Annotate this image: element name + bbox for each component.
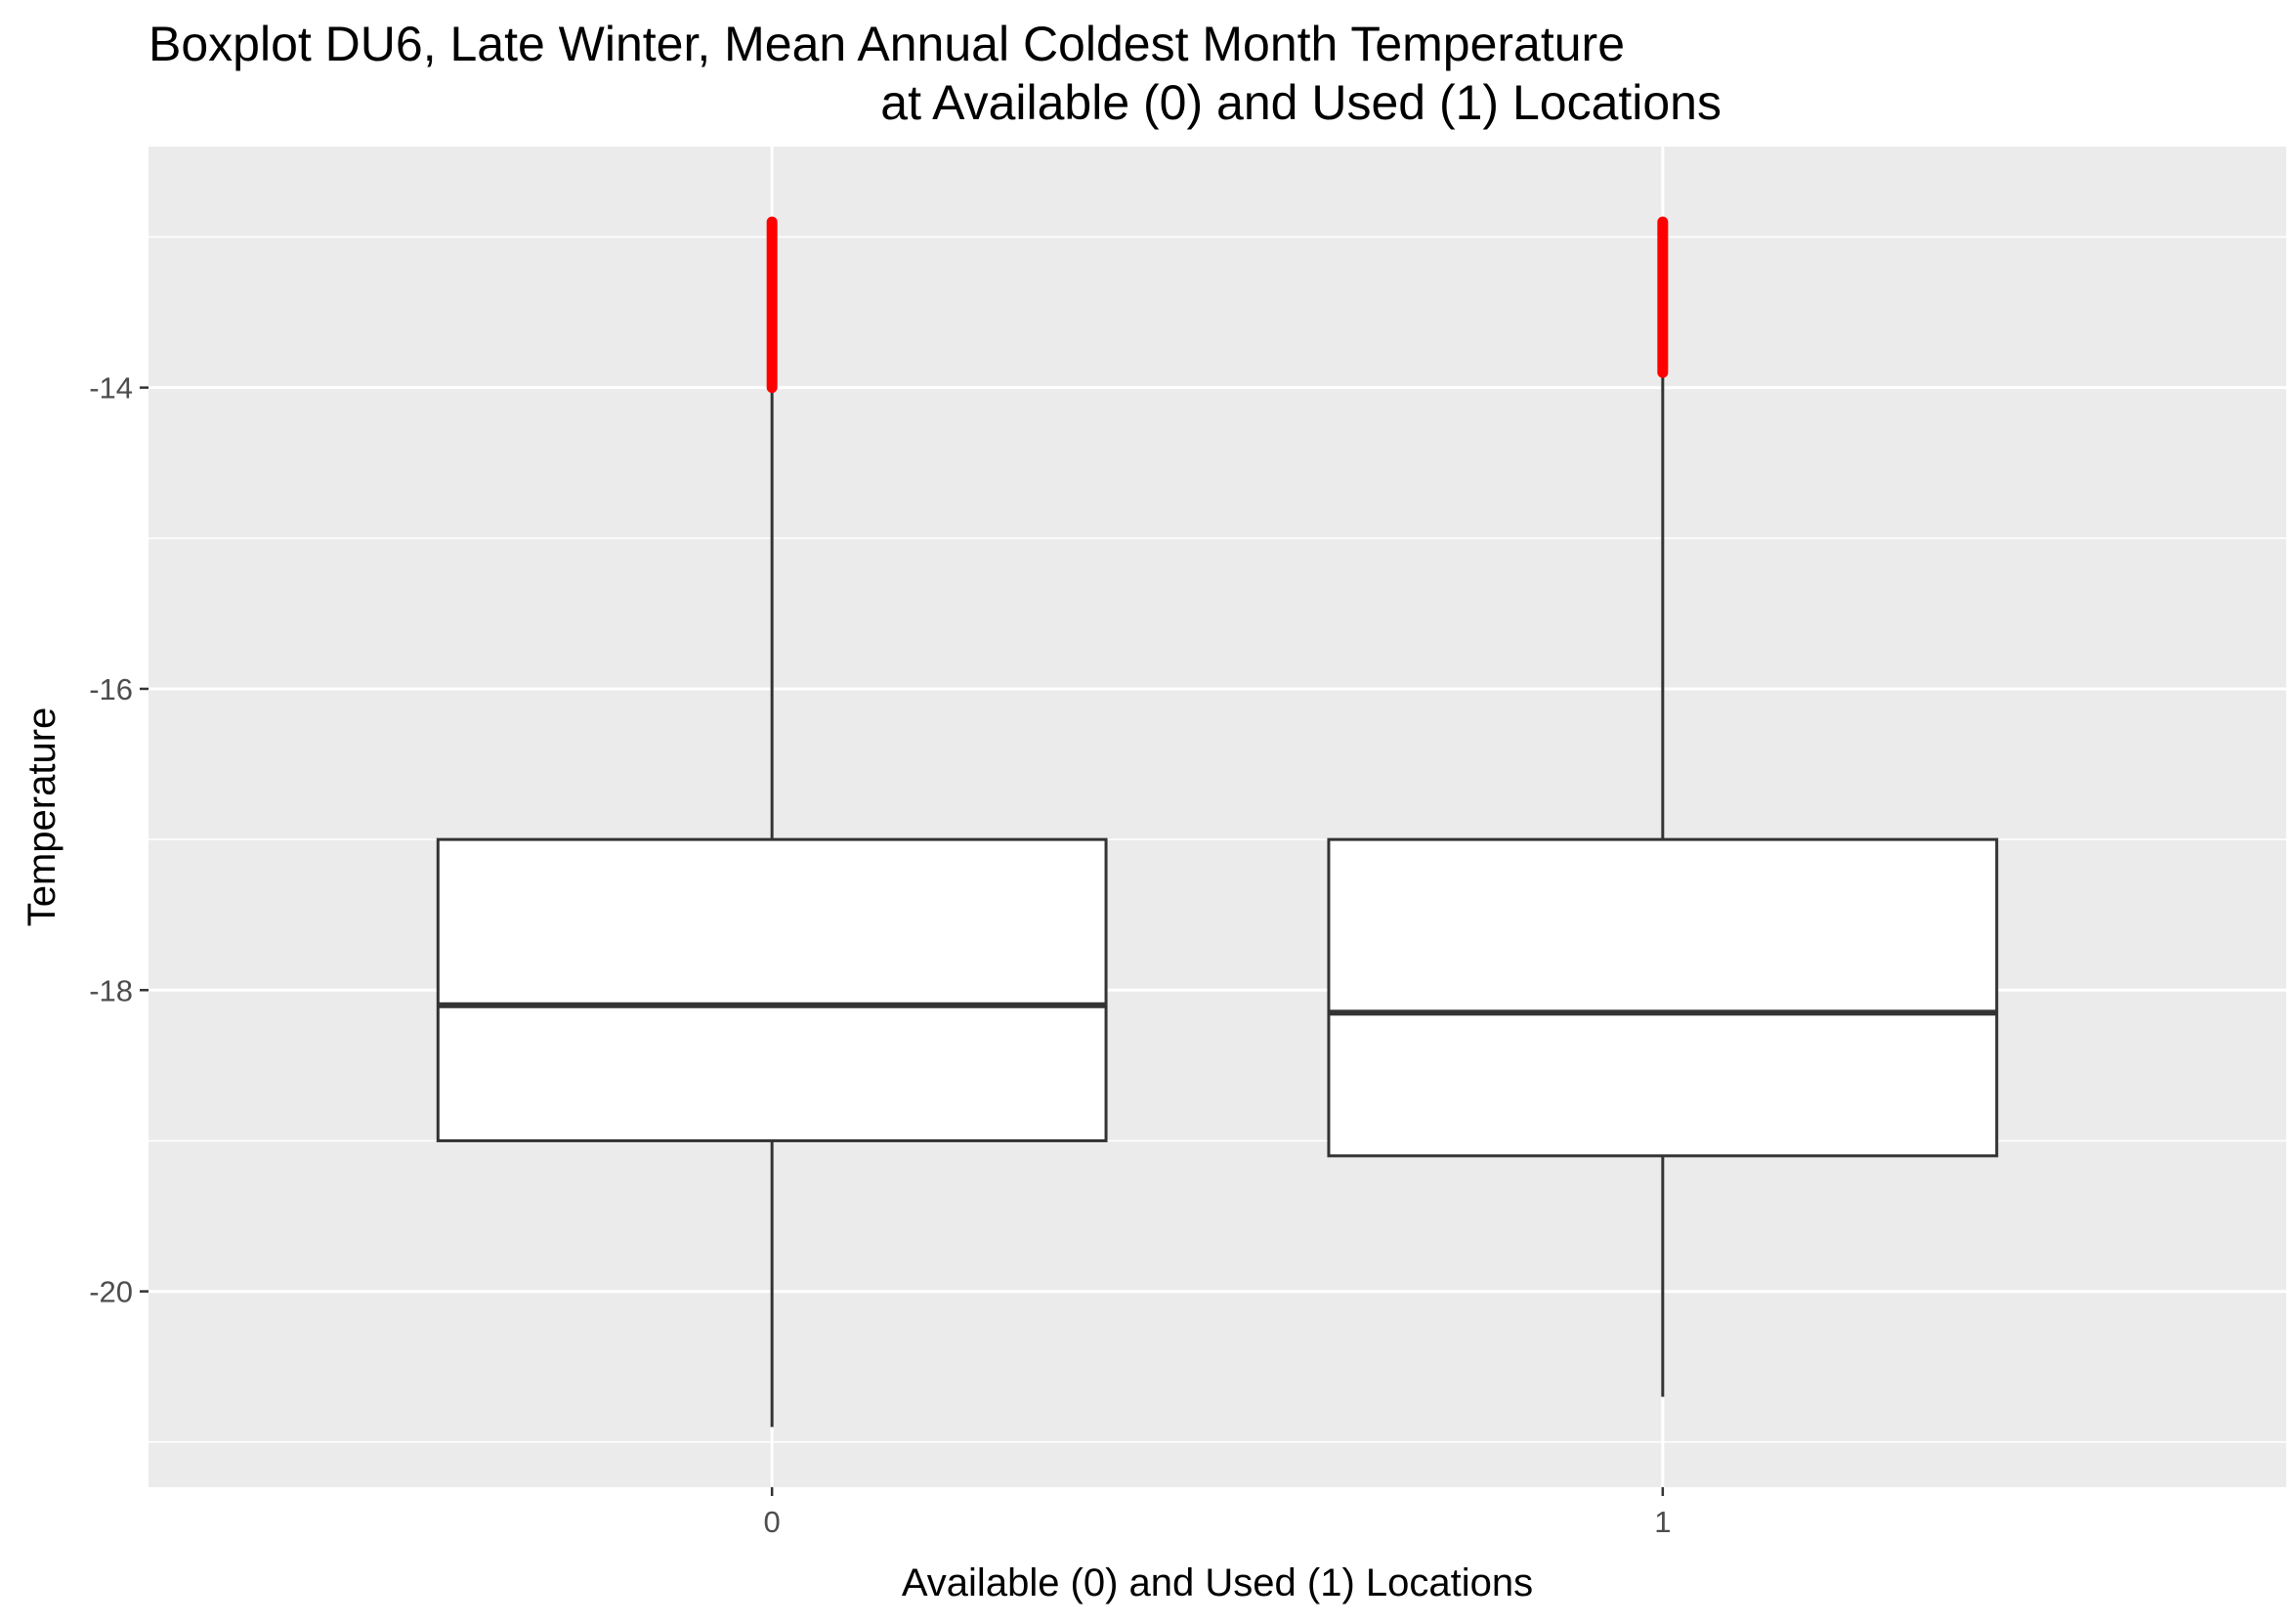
plot-panel [149, 147, 2286, 1487]
iqr-box [436, 837, 1108, 1142]
box-1 [1327, 216, 1999, 1397]
chart-title-line-2: at Available (0) and Used (1) Locations [880, 75, 1722, 130]
chart-title-line-1: Boxplot DU6, Late Winter, Mean Annual Co… [149, 17, 1625, 71]
boxes-layer [436, 216, 1999, 1428]
y-tick-label: -14 [89, 371, 133, 406]
y-axis: -14 -16 -18 -20 [89, 371, 149, 1309]
x-axis-title: Available (0) and Used (1) Locations [902, 1561, 1533, 1604]
x-tick-label: 0 [764, 1505, 781, 1539]
iqr-box [1327, 837, 1999, 1158]
x-tick-label: 1 [1654, 1505, 1671, 1539]
box-0 [436, 216, 1108, 1428]
y-tick-label: -20 [89, 1275, 133, 1309]
y-tick-label: -18 [89, 973, 133, 1007]
y-axis-title: Temperature [21, 707, 64, 927]
y-tick-label: -16 [89, 672, 133, 706]
